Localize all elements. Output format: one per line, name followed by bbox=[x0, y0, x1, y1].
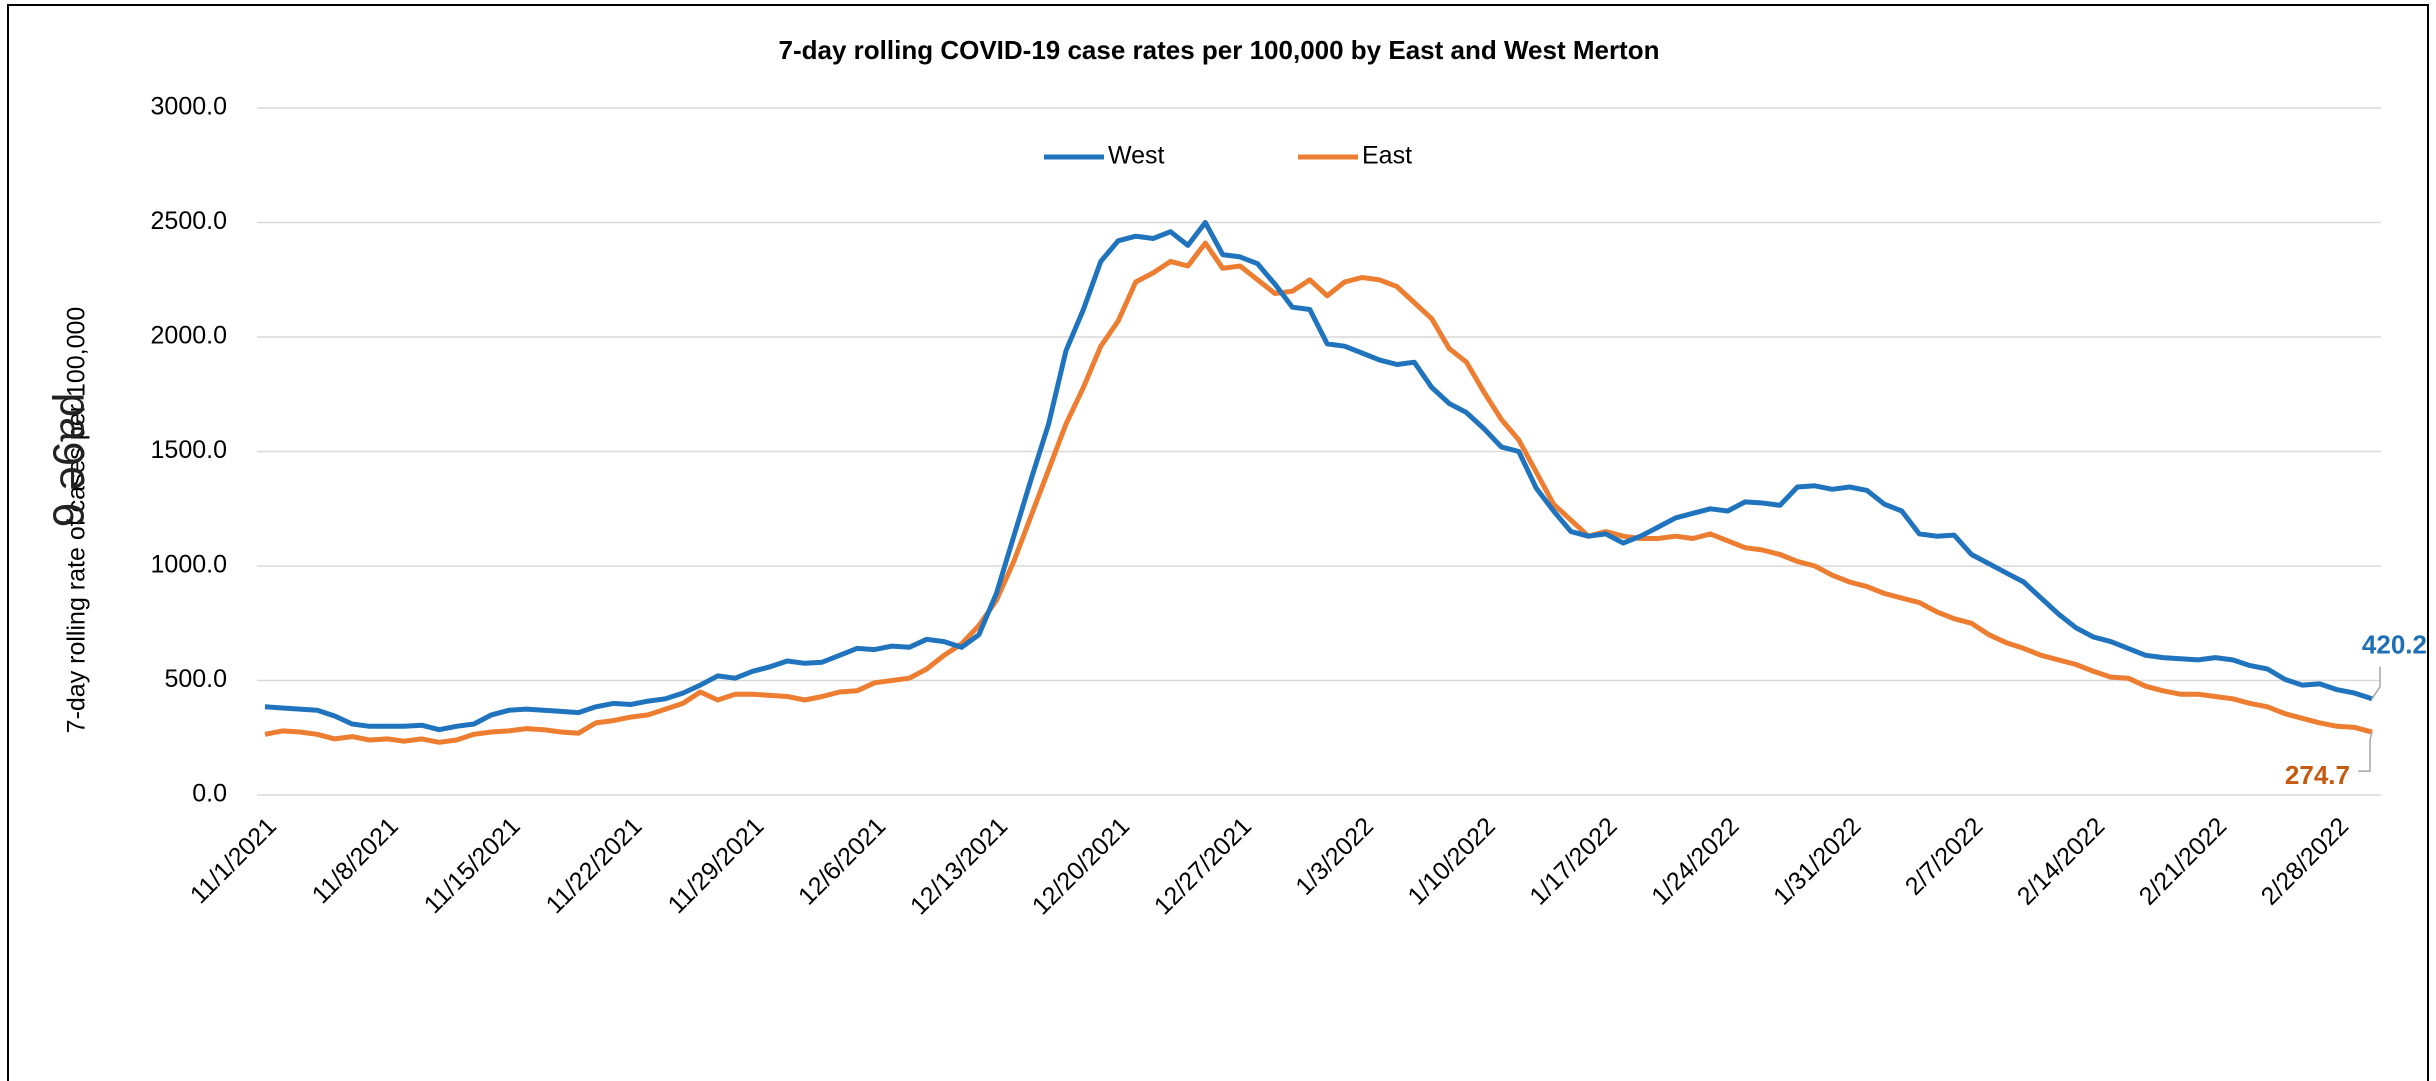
y-tick-label: 0.0 bbox=[192, 780, 227, 808]
x-tick-label: 2/7/2022 bbox=[1900, 812, 1989, 901]
y-tick-label: 500.0 bbox=[164, 665, 227, 693]
series-line bbox=[264, 240, 2373, 745]
legend-label: East bbox=[1362, 142, 1412, 170]
x-tick-label: 1/17/2022 bbox=[1524, 812, 1622, 910]
y-tick-label: 2500.0 bbox=[151, 207, 227, 235]
annotation: 9 ə6ɐd bbox=[45, 393, 94, 528]
y-tick-label: 1000.0 bbox=[151, 551, 227, 579]
y-tick-label: 1500.0 bbox=[151, 436, 227, 464]
x-tick-label: 11/15/2021 bbox=[419, 812, 526, 919]
leader-line bbox=[2358, 731, 2373, 772]
y-axis-label: 7-day rolling rate of cases per 100,000 bbox=[63, 307, 91, 734]
chart-title: 7-day rolling COVID-19 case rates per 10… bbox=[779, 35, 1660, 65]
x-tick-label: 12/13/2021 bbox=[905, 812, 1013, 920]
x-tick-label: 1/31/2022 bbox=[1768, 812, 1866, 910]
x-tick-label: 2/28/2022 bbox=[2256, 812, 2354, 910]
y-tick-label: 2000.0 bbox=[151, 322, 227, 350]
x-tick-label: 11/29/2021 bbox=[663, 812, 770, 919]
y-tick-label: 3000.0 bbox=[151, 93, 227, 121]
chart-border bbox=[7, 4, 2429, 1081]
leader-line bbox=[2371, 666, 2381, 700]
series-line bbox=[264, 220, 2373, 733]
x-tick-label: 11/8/2021 bbox=[307, 812, 404, 909]
data-label: 274.7 bbox=[2285, 760, 2350, 790]
x-tick-label: 11/1/2021 bbox=[185, 812, 282, 909]
x-tick-label: 12/6/2021 bbox=[793, 812, 891, 910]
x-tick-label: 2/21/2022 bbox=[2134, 812, 2232, 910]
x-tick-label: 1/24/2022 bbox=[1646, 812, 1744, 910]
data-label: 420.2 bbox=[2362, 630, 2427, 660]
x-tick-label: 12/20/2021 bbox=[1027, 812, 1135, 920]
legend-label: West bbox=[1108, 142, 1165, 170]
x-tick-label: 2/14/2022 bbox=[2012, 812, 2110, 910]
x-tick-label: 11/22/2021 bbox=[541, 812, 648, 919]
x-tick-label: 1/10/2022 bbox=[1402, 812, 1500, 910]
x-tick-label: 12/27/2021 bbox=[1149, 812, 1257, 920]
x-tick-label: 1/3/2022 bbox=[1290, 812, 1379, 901]
